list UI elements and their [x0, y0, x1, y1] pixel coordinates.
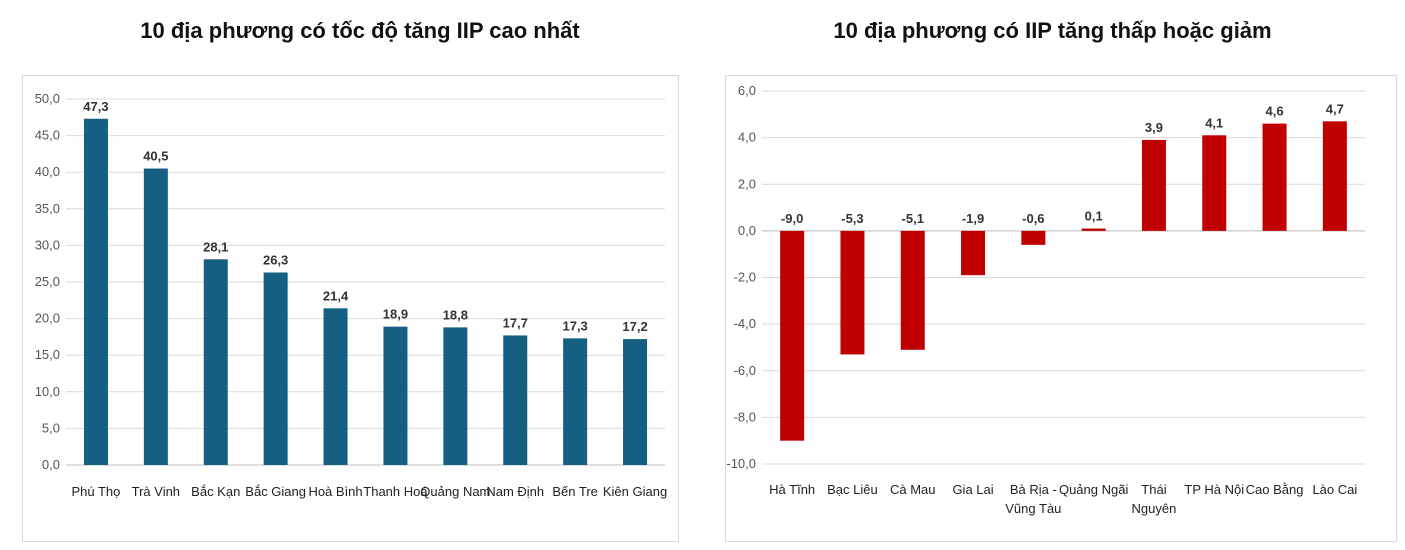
- right-chart-svg: -10,0 -8,0 -6,0 -4,0 -2,0 0,0 2,0 4,0 6,0 -9,0 Hà …: [726, 83, 1365, 516]
- category-label: Kiên Giang: [603, 484, 667, 499]
- bar: [323, 308, 348, 465]
- bar: [1202, 135, 1227, 231]
- y-tick-label: 2,0: [738, 176, 756, 191]
- y-tick-label: 50,0: [35, 91, 60, 106]
- category-label: Bạc Liêu: [827, 482, 878, 497]
- bar: [83, 118, 108, 465]
- bar: [1141, 139, 1166, 231]
- y-tick-label: 6,0: [738, 83, 756, 98]
- data-label: 17,7: [503, 315, 528, 330]
- data-label: 40,5: [143, 149, 168, 164]
- y-tick-label: 4,0: [738, 130, 756, 145]
- y-tick-label: 30,0: [35, 237, 60, 252]
- data-label: 26,3: [263, 252, 288, 267]
- bar: [1081, 228, 1106, 231]
- category-label: Nam Định: [486, 484, 544, 499]
- data-label: 17,2: [622, 319, 647, 334]
- bar: [443, 327, 468, 465]
- y-tick-label: 45,0: [35, 128, 60, 143]
- data-label: -0,6: [1022, 211, 1044, 226]
- bar: [623, 339, 648, 465]
- data-label: -5,3: [841, 211, 863, 226]
- category-label: Lào Cai: [1312, 482, 1357, 497]
- category-label: Trà Vinh: [132, 484, 180, 499]
- y-tick-label: 10,0: [35, 384, 60, 399]
- y-tick-label: 15,0: [35, 347, 60, 362]
- category-label: Bến Tre: [552, 484, 598, 499]
- left-chart-svg: 0,0 5,0 10,0 15,0 20,0 25,0 30,0 35,0 40,0 45,0 50…: [35, 91, 668, 499]
- y-tick-label: -2,0: [734, 270, 756, 285]
- category-label: Hoà Bình: [308, 484, 362, 499]
- left-chart-panel: 0,0 5,0 10,0 15,0 20,0 25,0 30,0 35,0 40,0 45,0 50…: [0, 60, 700, 550]
- category-label: Bắc Giang: [245, 484, 306, 499]
- bar: [900, 230, 925, 350]
- y-tick-label: 40,0: [35, 164, 60, 179]
- category-label: Quảng Nam: [420, 484, 490, 499]
- y-tick-label: -8,0: [734, 409, 756, 424]
- data-label: 0,1: [1085, 209, 1103, 224]
- y-tick-label: 25,0: [35, 274, 60, 289]
- bar: [780, 230, 805, 441]
- data-label: 28,1: [203, 239, 228, 254]
- y-tick-label: 5,0: [42, 420, 60, 435]
- right-chart-panel: -10,0 -8,0 -6,0 -4,0 -2,0 0,0 2,0 4,0 6,0 -9,0 Hà …: [700, 60, 1405, 550]
- y-tick-label: -6,0: [734, 363, 756, 378]
- right-chart-title: 10 địa phương có IIP tăng thấp hoặc giảm: [833, 18, 1272, 43]
- data-label: 18,8: [443, 307, 468, 322]
- y-tick-label: -4,0: [734, 316, 756, 331]
- data-label: 21,4: [323, 288, 349, 303]
- bar: [1322, 121, 1347, 231]
- data-label: 47,3: [83, 99, 108, 114]
- category-label: Bắc Kạn: [191, 484, 240, 499]
- data-label: 4,6: [1266, 104, 1284, 119]
- category-label: Thái Nguyên: [1132, 482, 1177, 516]
- category-label: Bà Rịa -Vũng Tàu: [1005, 482, 1061, 516]
- y-tick-label: 35,0: [35, 201, 60, 216]
- right-chart-frame: [725, 75, 1397, 542]
- category-label: Gia Lai: [952, 482, 993, 497]
- category-label: Phú Thọ: [71, 484, 120, 499]
- category-label: Quảng Ngãi: [1059, 482, 1128, 497]
- bar: [263, 272, 288, 465]
- bar: [383, 326, 408, 465]
- left-chart-frame: [22, 75, 679, 542]
- y-tick-label: -10,0: [726, 456, 756, 471]
- data-label: -1,9: [962, 211, 984, 226]
- bar: [961, 230, 986, 276]
- data-label: -5,1: [902, 211, 924, 226]
- data-label: 3,9: [1145, 120, 1163, 135]
- category-label: Thanh Hoá: [363, 484, 428, 499]
- bar: [840, 230, 865, 355]
- bar: [203, 259, 228, 465]
- category-label: Hà Tĩnh: [769, 482, 815, 497]
- category-label: TP Hà Nội: [1184, 482, 1244, 497]
- y-tick-label: 20,0: [35, 311, 60, 326]
- bar: [143, 168, 168, 465]
- bar: [503, 335, 528, 465]
- data-label: 4,7: [1326, 101, 1344, 116]
- category-label: Cao Bằng: [1246, 482, 1304, 497]
- y-tick-label: 0,0: [42, 457, 60, 472]
- bar: [1262, 123, 1287, 231]
- data-label: -9,0: [781, 211, 803, 226]
- left-chart-title: 10 địa phương có tốc độ tăng IIP cao nhấ…: [140, 18, 580, 43]
- bar: [563, 338, 588, 465]
- y-tick-label: 0,0: [738, 223, 756, 238]
- data-label: 17,3: [562, 318, 587, 333]
- data-label: 4,1: [1205, 115, 1223, 130]
- bar: [1021, 230, 1046, 245]
- category-label: Cà Mau: [890, 482, 936, 497]
- data-label: 18,9: [383, 307, 408, 322]
